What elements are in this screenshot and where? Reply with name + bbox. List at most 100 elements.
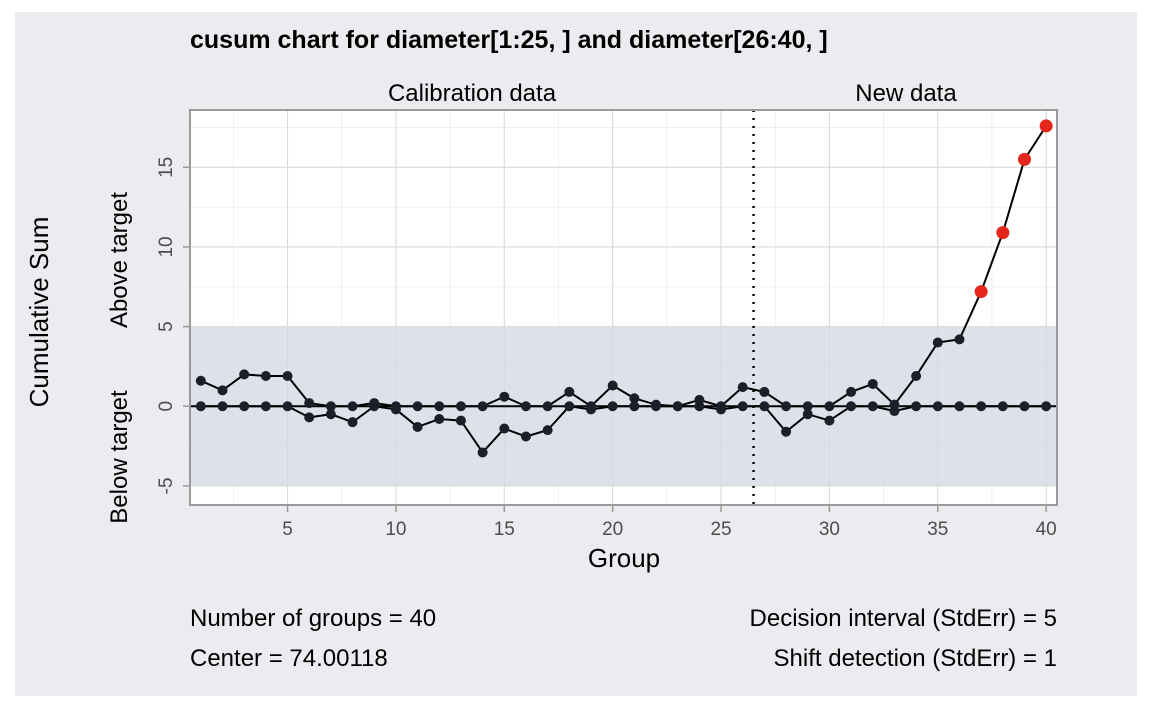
y-tick-label: 10 xyxy=(156,236,177,257)
upper-cusum-point xyxy=(477,401,488,412)
violation-point xyxy=(1017,152,1031,166)
lower-cusum-point xyxy=(195,401,206,412)
upper-cusum-point xyxy=(932,337,943,348)
lower-cusum-point xyxy=(846,401,857,412)
upper-cusum-point xyxy=(802,401,813,412)
lower-cusum-point xyxy=(1019,401,1030,412)
lower-cusum-point xyxy=(651,401,662,412)
lower-cusum-point xyxy=(260,401,271,412)
upper-cusum-point xyxy=(434,401,445,412)
upper-cusum-point xyxy=(499,391,510,402)
upper-cusum-point xyxy=(911,370,922,381)
lower-cusum-point xyxy=(1041,401,1052,412)
lower-cusum-point xyxy=(542,425,553,436)
lower-cusum-point xyxy=(737,401,748,412)
lower-cusum-point xyxy=(759,401,770,412)
upper-cusum-point xyxy=(824,401,835,412)
upper-cusum-point xyxy=(629,393,640,404)
lower-cusum-point xyxy=(455,415,466,426)
lower-cusum-point xyxy=(954,401,965,412)
y-tick-label: 5 xyxy=(156,321,177,332)
upper-cusum-point xyxy=(260,370,271,381)
upper-cusum-point xyxy=(737,382,748,393)
x-tick-label: 10 xyxy=(385,519,406,540)
lower-cusum-point xyxy=(976,401,987,412)
lower-cusum-point xyxy=(499,423,510,434)
lower-cusum-point xyxy=(607,401,618,412)
lower-cusum-point xyxy=(369,401,380,412)
upper-cusum-point xyxy=(520,401,531,412)
stat-center: Center = 74.00118 xyxy=(190,645,388,672)
x-tick-label: 20 xyxy=(602,519,623,540)
lower-cusum-line xyxy=(200,405,1047,455)
violation-point xyxy=(996,226,1010,240)
chart-title: cusum chart for diameter[1:25, ] and dia… xyxy=(190,26,828,54)
lower-cusum-point xyxy=(564,401,575,412)
lower-cusum-point xyxy=(867,401,878,412)
lower-cusum-point xyxy=(781,426,792,437)
x-tick-label: 35 xyxy=(927,519,948,540)
x-tick-label: 30 xyxy=(819,519,840,540)
lower-cusum-point xyxy=(217,401,228,412)
lower-cusum-point xyxy=(282,401,293,412)
lower-cusum-point xyxy=(824,415,835,426)
lower-cusum-point xyxy=(520,431,531,442)
lower-cusum-point xyxy=(304,412,315,423)
lower-cusum-point xyxy=(889,406,900,417)
upper-cusum-point xyxy=(195,375,206,386)
y-tick-label: -5 xyxy=(156,477,177,494)
lower-cusum-point xyxy=(412,421,423,432)
y-label-above-target: Above target xyxy=(106,192,133,328)
y-axis-title: Cumulative Sum xyxy=(24,217,54,408)
lower-cusum-point xyxy=(585,404,596,415)
upper-cusum-point xyxy=(217,385,228,396)
upper-cusum-point xyxy=(239,369,250,380)
violation-point xyxy=(974,285,988,299)
lower-cusum-point xyxy=(694,401,705,412)
lower-cusum-point xyxy=(911,401,922,412)
stat-number-of-groups: Number of groups = 40 xyxy=(190,605,436,632)
x-tick-label: 40 xyxy=(1036,519,1057,540)
upper-cusum-point xyxy=(867,378,878,389)
lower-cusum-point xyxy=(716,404,727,415)
violation-point xyxy=(1039,119,1053,133)
y-tick-label: 0 xyxy=(156,401,177,412)
upper-cusum-point xyxy=(564,386,575,397)
stat-decision-interval: Decision interval (StdErr) = 5 xyxy=(750,605,1057,632)
lower-cusum-point xyxy=(325,409,336,420)
upper-cusum-point xyxy=(954,334,965,345)
y-label-below-target: Below target xyxy=(106,390,133,524)
upper-cusum-point xyxy=(325,401,336,412)
plot-area: 5 10 15 20 25 30 35 40 -5 0 5 10 15 xyxy=(156,109,1058,540)
lower-cusum-point xyxy=(932,401,943,412)
y-tick-label: 15 xyxy=(156,157,177,178)
x-tick-label: 5 xyxy=(282,519,293,540)
x-tick-label: 15 xyxy=(494,519,515,540)
lower-cusum-point xyxy=(239,401,250,412)
lower-cusum-point xyxy=(802,409,813,420)
x-tick-label: 25 xyxy=(710,519,731,540)
plot-frame xyxy=(189,109,1058,506)
lower-cusum-point xyxy=(477,447,488,458)
lower-cusum-point xyxy=(434,413,445,424)
upper-cusum-point xyxy=(607,380,618,391)
lower-cusum-point xyxy=(390,404,401,415)
stat-shift-detection: Shift detection (StdErr) = 1 xyxy=(774,645,1057,672)
lower-cusum-point xyxy=(629,401,640,412)
lower-cusum-point xyxy=(347,417,358,428)
upper-cusum-point xyxy=(542,401,553,412)
upper-cusum-point xyxy=(781,401,792,412)
section-label-calibration: Calibration data xyxy=(388,80,557,107)
upper-cusum-point xyxy=(347,401,358,412)
upper-cusum-point xyxy=(455,401,466,412)
section-label-new: New data xyxy=(855,80,957,107)
upper-cusum-point xyxy=(282,370,293,381)
lower-cusum-point xyxy=(997,401,1008,412)
upper-cusum-point xyxy=(412,401,423,412)
upper-cusum-point xyxy=(304,398,315,409)
x-axis-title: Group xyxy=(588,543,660,573)
upper-cusum-line xyxy=(200,125,1048,408)
upper-cusum-point xyxy=(759,386,770,397)
lower-cusum-point xyxy=(672,401,683,412)
